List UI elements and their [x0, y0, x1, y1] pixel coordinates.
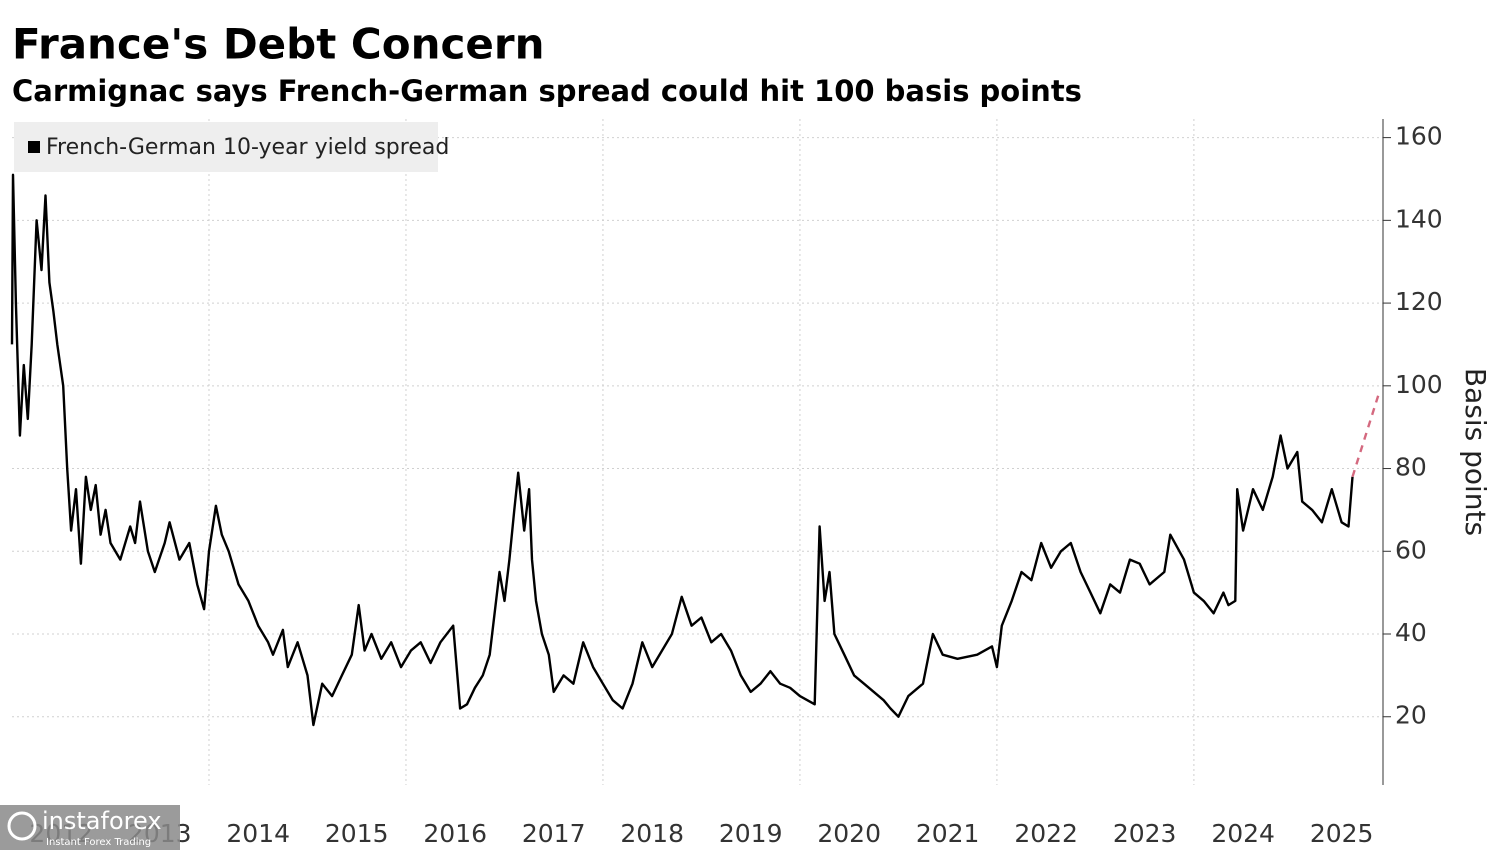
- x-tick-label: 2022: [1014, 819, 1078, 848]
- y-axis-label: Basis points: [1459, 368, 1492, 536]
- x-tick-label: 2015: [325, 819, 389, 848]
- projection-line: [1351, 389, 1382, 478]
- watermark-box: [0, 805, 180, 850]
- y-tick-label: 100: [1395, 370, 1443, 399]
- x-tick-label: 2014: [226, 819, 290, 848]
- legend-swatch: [28, 141, 40, 153]
- plot: [10, 173, 1382, 727]
- x-tick-label: 2020: [817, 819, 881, 848]
- y-tick-label: 40: [1395, 618, 1427, 647]
- x-tick-label: 2019: [719, 819, 783, 848]
- y-tick-label: 60: [1395, 535, 1427, 564]
- data-line: [10, 173, 1354, 727]
- chart-title: France's Debt Concern: [12, 20, 545, 69]
- legend-box: [14, 122, 438, 172]
- x-tick-label: 2016: [423, 819, 487, 848]
- x-tick-label: 2017: [522, 819, 586, 848]
- x-tick-label: 2021: [916, 819, 980, 848]
- legend-label: French-German 10-year yield spread: [46, 135, 449, 160]
- watermark-subtitle: Instant Forex Trading: [46, 837, 151, 848]
- watermark-title: instaforex: [42, 807, 162, 835]
- y-tick-label: 80: [1395, 453, 1427, 482]
- watermark-logo: [7, 811, 37, 841]
- x-tick-label: 2025: [1310, 819, 1374, 848]
- x-tick-label: 2024: [1211, 819, 1275, 848]
- grid: 2040608010012014016020122013201420152016…: [12, 119, 1443, 848]
- chart-subtitle: Carmignac says French-German spread coul…: [12, 74, 1082, 108]
- x-tick-label: 2023: [1113, 819, 1177, 848]
- y-tick-label: 160: [1395, 122, 1443, 151]
- y-tick-label: 140: [1395, 204, 1443, 233]
- y-tick-label: 120: [1395, 287, 1443, 316]
- x-tick-label: 2018: [620, 819, 684, 848]
- y-tick-label: 20: [1395, 701, 1427, 730]
